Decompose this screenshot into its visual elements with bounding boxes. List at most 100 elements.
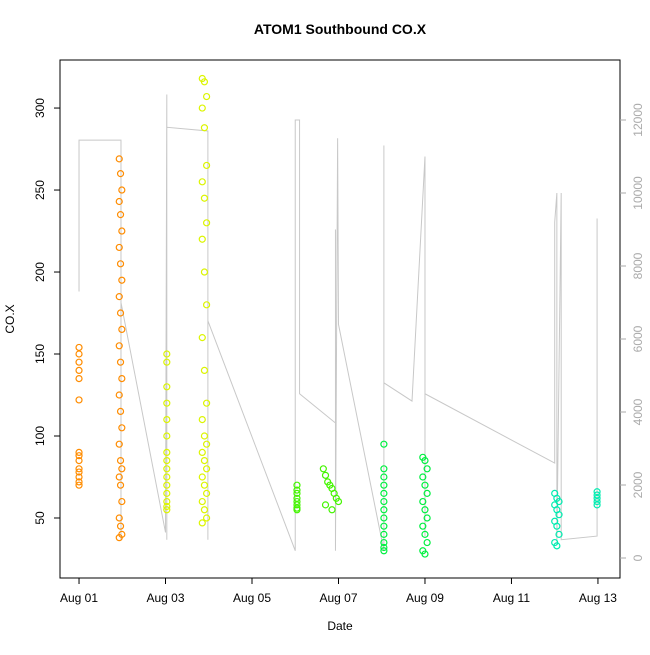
point [163,502,171,511]
point [202,92,211,101]
chart-title: ATOM1 Southbound CO.X [254,21,427,37]
point [202,161,211,170]
y-tick-label: 50 [33,511,47,525]
point [75,358,83,366]
point [115,197,123,206]
point [200,506,209,514]
y2-tick-label: 6000 [631,325,645,352]
point [553,522,561,530]
point [75,396,83,404]
point [200,194,209,202]
x-tick-label: Aug 07 [319,591,357,605]
point [115,155,123,163]
point [555,511,563,519]
point [293,486,301,494]
point [380,530,388,538]
point [115,473,123,481]
y2-tick-label: 0 [631,554,645,561]
point [75,478,83,486]
line-series [78,94,598,551]
point [163,456,171,465]
point [593,497,601,506]
point [202,301,211,309]
y-tick-label: 100 [33,426,47,446]
point [321,471,330,479]
point [115,514,123,522]
point [380,440,388,448]
point [421,506,429,514]
point [163,506,171,514]
point [200,432,209,440]
point [380,543,388,552]
point [75,448,83,456]
point [118,424,126,432]
point [421,456,429,465]
point [555,530,563,538]
point [198,104,206,112]
point [118,227,126,235]
point [75,468,83,476]
point [200,456,209,465]
point [380,473,388,481]
point [163,432,171,440]
point [163,481,171,489]
point [200,124,209,132]
x-tick-label: Aug 03 [146,591,184,605]
x-tick-label: Aug 05 [233,591,271,605]
point [421,530,429,538]
point [115,440,123,448]
point [593,501,601,509]
point [118,465,126,473]
point [423,538,431,547]
y-tick-label: 300 [33,98,47,118]
point [163,473,171,481]
point [198,497,206,506]
point [380,522,388,530]
x-tick-label: Aug 09 [406,591,444,605]
point [75,473,83,481]
y2-tick-label: 8000 [631,252,645,279]
point [75,350,83,358]
point [115,293,123,301]
point [116,170,125,178]
point [423,514,431,522]
point [202,440,211,448]
point [380,514,388,522]
point [116,456,125,465]
point [116,407,125,416]
point [202,514,211,522]
point [75,481,83,489]
y-tick-label: 150 [33,344,47,364]
point [75,366,83,375]
point [319,465,327,473]
point [293,489,301,497]
point [116,358,125,366]
point [421,481,429,489]
x-tick-label: Aug 13 [579,591,617,605]
point [293,506,301,514]
point [198,334,206,342]
point [115,391,123,399]
point [198,473,206,481]
y2-tick-label: 4000 [631,398,645,425]
point [163,415,171,424]
point [116,522,125,530]
point [118,186,126,194]
point [380,465,388,473]
point [423,489,431,497]
x-axis-label: Date [327,619,353,633]
x-tick-label: Aug 01 [60,591,98,605]
point [75,456,83,465]
point [380,489,388,497]
point [419,522,427,530]
point [163,448,171,456]
point [75,343,83,352]
point [419,473,427,481]
point [116,481,125,489]
point [321,501,330,509]
point [116,309,125,317]
point [198,519,206,527]
point [116,260,125,268]
point [380,481,388,489]
